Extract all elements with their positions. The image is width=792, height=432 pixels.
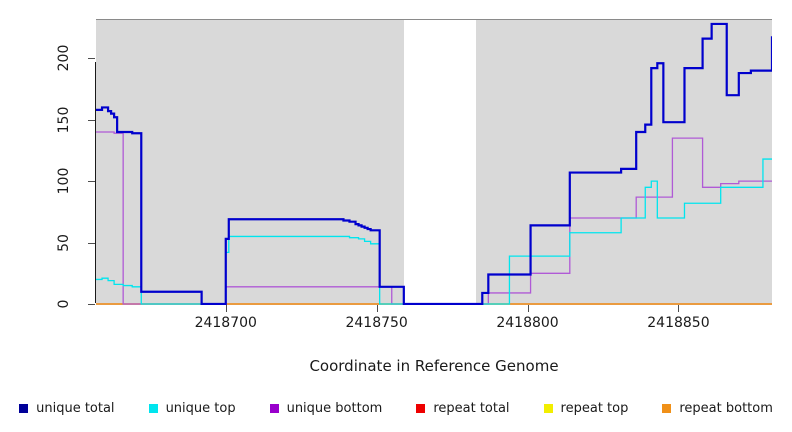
legend-swatch-icon [662,403,672,413]
legend-swatch-icon [148,403,158,413]
plot-panel [96,19,772,305]
y-axis-tick [88,242,95,244]
y-axis-tick-label: 0 [56,299,72,309]
y-axis-line [95,62,96,303]
y-axis-tick [88,58,95,60]
y-axis-tick [88,304,95,305]
x-axis-tick [678,305,680,312]
legend-item-unique-total[interactable]: unique total [19,400,115,416]
y-axis-tick [88,119,95,121]
x-axis-tick-label: 2418800 [496,315,559,331]
legend-swatch-icon [543,403,553,413]
legend-item-repeat-bottom[interactable]: repeat bottom [662,401,773,416]
legend-swatch-icon [19,403,29,413]
legend-item-repeat-total[interactable]: repeat total [416,400,510,416]
y-axis-tick-label: 150 [56,106,72,134]
x-axis-tick [376,305,378,312]
series-line-unique-top [96,158,772,305]
legend-swatch-icon [269,403,279,413]
legend-label: unique bottom [286,400,383,416]
x-axis-tick-label: 2418750 [345,315,408,331]
x-axis-tick-label: 2418700 [194,315,257,331]
legend-item-unique-top[interactable]: unique top [148,400,236,416]
legend-item-unique-bottom[interactable]: unique bottom [269,400,383,416]
x-axis-tick [527,305,529,312]
legend-label: repeat bottom [679,400,773,416]
y-axis-tick-label: 200 [56,44,72,72]
legend-label: unique top [165,400,236,416]
legend-swatch-icon [416,403,426,413]
no-data-gap-region [403,20,477,305]
legend-label: unique total [36,400,115,416]
legend-label: repeat total [433,400,510,416]
x-axis-tick [225,305,227,312]
x-axis-tick-label: 2418850 [647,315,710,331]
chart-legend: unique total unique top unique bottom repea… [0,396,792,420]
legend-item-repeat-top[interactable]: repeat top [543,400,629,416]
y-axis-tick [88,181,95,183]
x-axis-title: Coordinate in Reference Genome [309,357,559,375]
legend-label: repeat top [560,400,629,416]
y-axis-tick-label: 50 [56,233,72,252]
series-line-unique-total [96,22,772,305]
y-axis-tick-label: 100 [56,167,72,195]
